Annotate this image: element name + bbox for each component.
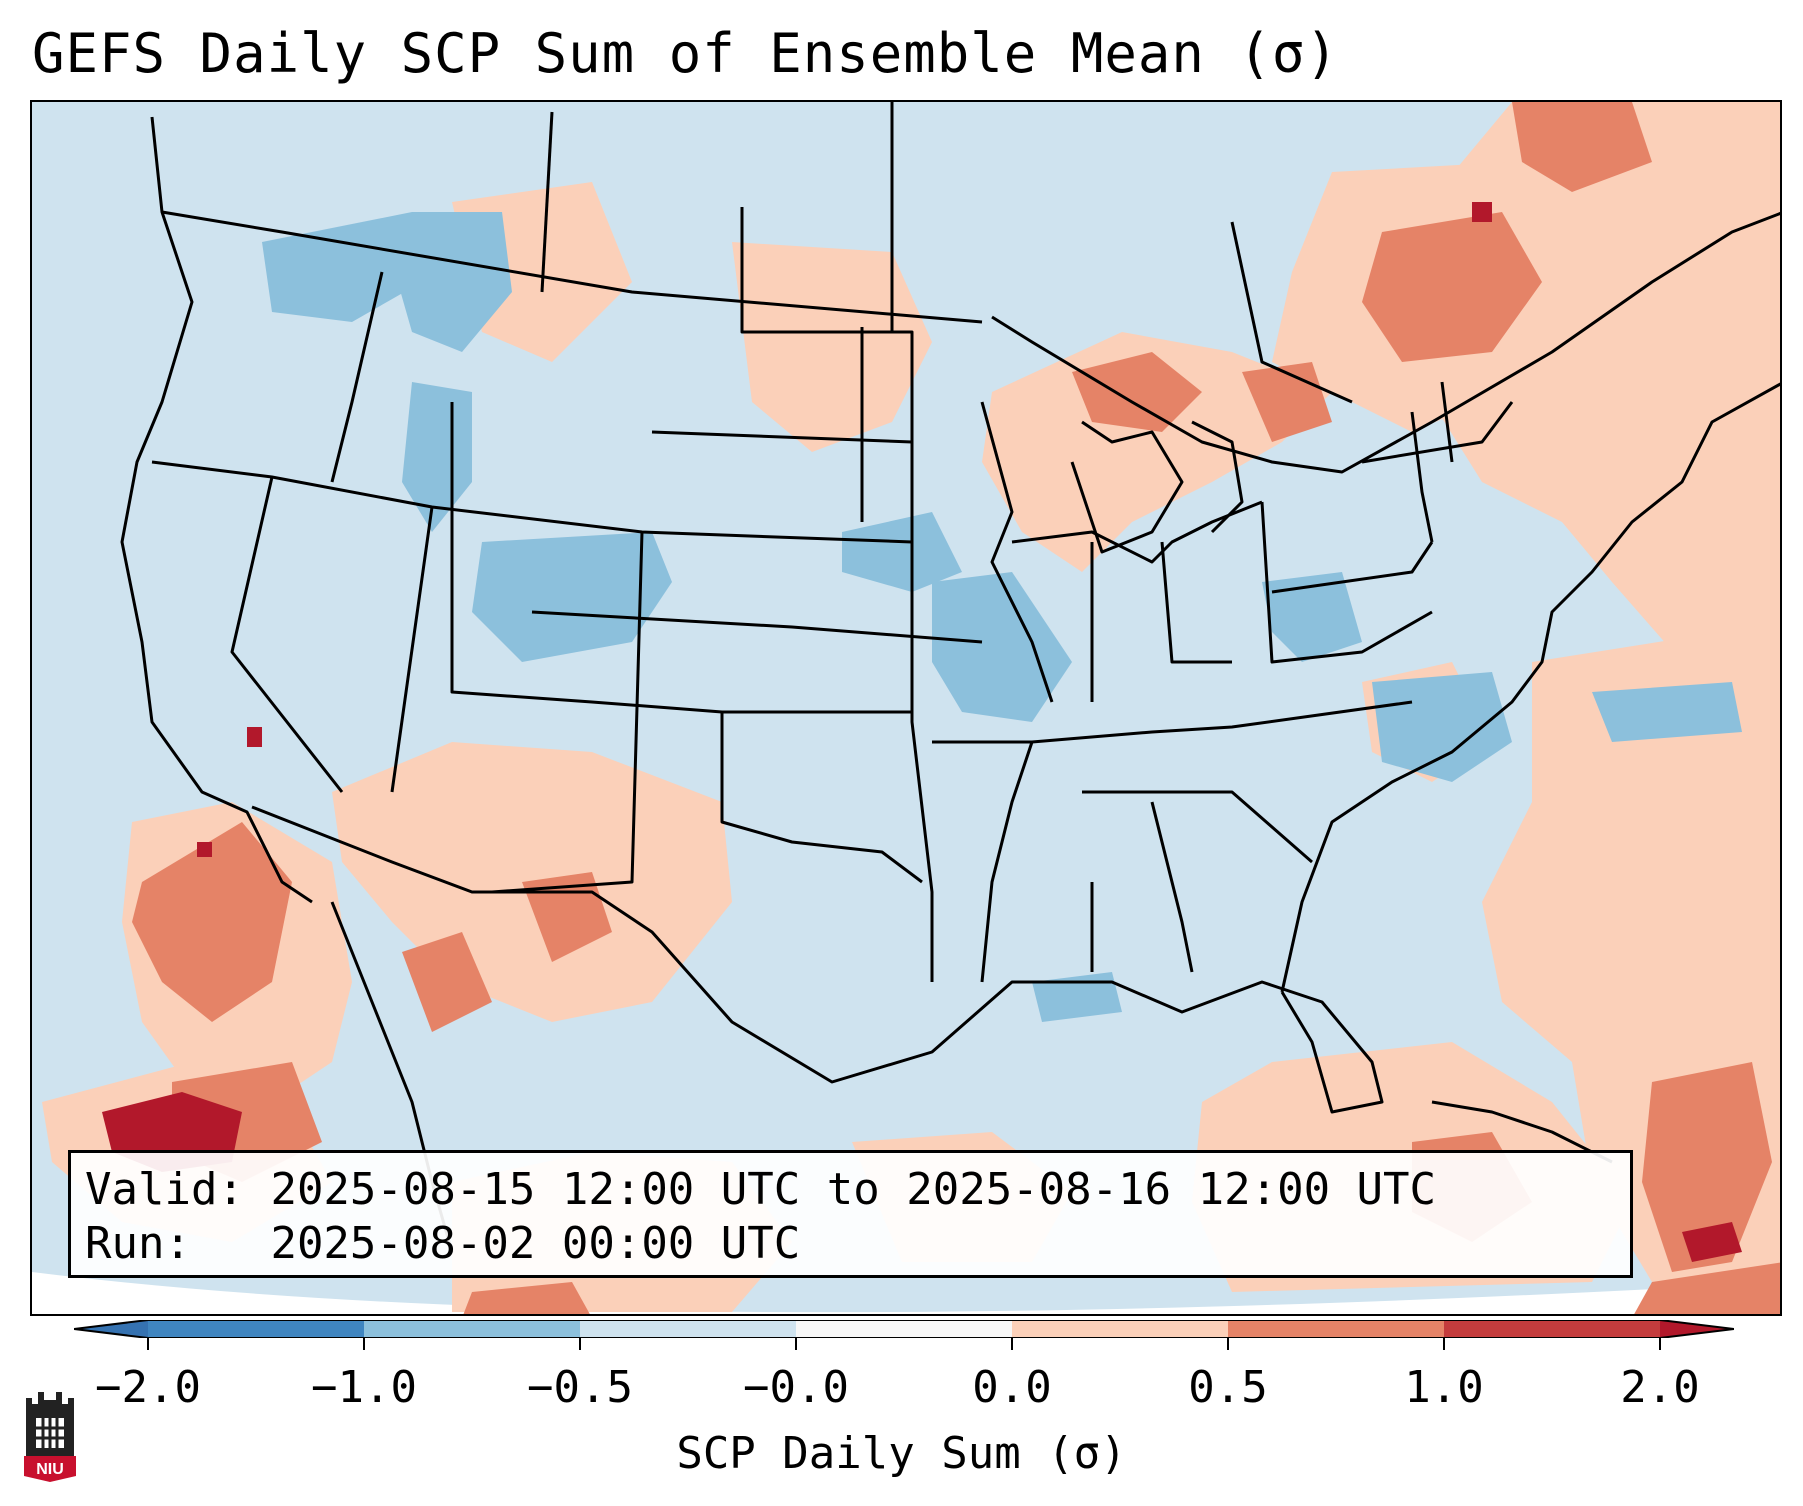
colorbar-ticks xyxy=(147,1338,1661,1350)
tick-label: 2.0 xyxy=(1620,1362,1700,1413)
colorbar-bin-3 xyxy=(580,1320,796,1338)
tick-label: 1.0 xyxy=(1404,1362,1484,1413)
colorbar-extend-high xyxy=(1660,1320,1734,1338)
colorbar-bin-6 xyxy=(1228,1320,1444,1338)
run-label: Run: xyxy=(85,1218,244,1269)
colorbar-bin-7 xyxy=(1444,1320,1660,1338)
colorbar xyxy=(74,1320,1734,1338)
colorbar-title: SCP Daily Sum (σ) xyxy=(676,1428,1127,1479)
map-canvas xyxy=(32,102,1780,1314)
valid-value: 2025-08-15 12:00 UTC to 2025-08-16 12:00… xyxy=(270,1164,1437,1215)
niu-castle-icon: NIU xyxy=(24,1392,76,1482)
valid-label: Valid: xyxy=(85,1164,244,1215)
tick-label: 0.0 xyxy=(972,1362,1052,1413)
map-panel[interactable] xyxy=(30,100,1782,1316)
tick-label: −0.5 xyxy=(527,1362,633,1413)
colorbar-bin-1 xyxy=(148,1320,364,1338)
run-value: 2025-08-02 00:00 UTC xyxy=(270,1218,801,1269)
projection-edge xyxy=(32,1272,1780,1314)
tick-label: 0.5 xyxy=(1188,1362,1268,1413)
colorbar-bin-2 xyxy=(364,1320,580,1338)
map-title: GEFS Daily SCP Sum of Ensemble Mean (σ) xyxy=(32,22,1339,85)
colorbar-bin-4 xyxy=(796,1320,1012,1338)
colorbar-extend-low xyxy=(74,1320,148,1338)
colorbar-bin-5 xyxy=(1012,1320,1228,1338)
tick-label: −2.0 xyxy=(95,1362,201,1413)
tick-label: −1.0 xyxy=(311,1362,417,1413)
anomaly-blue xyxy=(262,212,1742,1022)
borders xyxy=(120,102,1780,1253)
tick-label: −0.0 xyxy=(743,1362,849,1413)
logo-text: NIU xyxy=(36,1461,64,1478)
validity-info-box: Valid: 2025-08-15 12:00 UTC to 2025-08-1… xyxy=(68,1150,1633,1278)
